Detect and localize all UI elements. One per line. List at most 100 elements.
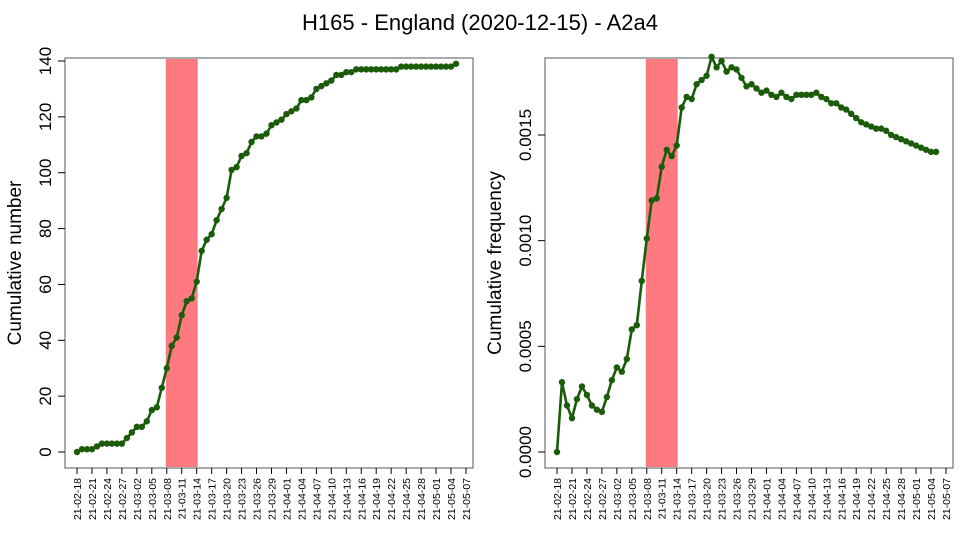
data-point bbox=[203, 236, 210, 243]
data-point bbox=[392, 66, 400, 73]
data-point bbox=[578, 383, 586, 390]
x-tick-label: 21-05-01 bbox=[431, 478, 443, 520]
data-point bbox=[298, 96, 305, 104]
data-point bbox=[293, 105, 300, 112]
data-point bbox=[377, 66, 385, 73]
data-point bbox=[452, 60, 460, 67]
x-tick-label: 21-03-02 bbox=[132, 478, 144, 520]
x-tick-label: 21-03-02 bbox=[612, 478, 624, 520]
data-point bbox=[658, 163, 665, 170]
x-tick-label: 21-03-05 bbox=[627, 478, 639, 520]
data-point bbox=[348, 68, 355, 76]
data-point bbox=[338, 71, 345, 79]
data-point bbox=[278, 116, 285, 123]
data-point bbox=[932, 148, 940, 156]
data-point bbox=[907, 140, 915, 147]
data-point bbox=[382, 66, 390, 73]
series-line bbox=[555, 55, 936, 453]
data-point bbox=[88, 446, 96, 453]
x-tick-label: 21-03-14 bbox=[192, 478, 204, 520]
x-tick-label: 21-03-26 bbox=[252, 478, 264, 520]
x-tick-label: 21-04-01 bbox=[281, 478, 293, 520]
data-point bbox=[628, 326, 636, 333]
data-point bbox=[838, 104, 845, 111]
chart-panel-1: 0 20 40 60 80 100 120 140 Cumulative number 21-02… bbox=[5, 47, 474, 520]
data-point bbox=[603, 393, 611, 401]
y-tick-label: 60 bbox=[36, 275, 55, 294]
plot-frame bbox=[64, 57, 474, 469]
x-tick-label: 21-03-14 bbox=[672, 478, 684, 520]
x-tick-label: 21-05-04 bbox=[446, 478, 458, 520]
data-point bbox=[213, 216, 220, 224]
chart-title: H165 - England (2020-12-15) - A2a4 bbox=[302, 10, 658, 35]
data-point bbox=[343, 68, 350, 76]
data-point bbox=[198, 247, 205, 255]
y-tick-label: 20 bbox=[36, 387, 55, 406]
data-point bbox=[432, 63, 440, 70]
x-tick-label: 21-05-07 bbox=[941, 478, 953, 520]
data-point bbox=[422, 63, 430, 70]
x-tick-label: 21-04-28 bbox=[416, 478, 428, 520]
y-tick-label: 0.0000 bbox=[516, 426, 535, 478]
data-point bbox=[778, 89, 785, 96]
y-axis-title: Cumulative frequency bbox=[485, 171, 506, 355]
x-tick-label: 21-03-29 bbox=[746, 478, 758, 520]
x-tick-label: 21-04-16 bbox=[836, 478, 848, 520]
data-point bbox=[753, 85, 760, 92]
x-tick-label: 21-04-01 bbox=[761, 478, 773, 520]
data-point bbox=[803, 91, 810, 99]
data-point bbox=[558, 379, 566, 386]
x-tick-label: 21-04-16 bbox=[356, 478, 368, 520]
data-point bbox=[188, 295, 195, 302]
data-point bbox=[268, 122, 275, 129]
data-point bbox=[368, 66, 375, 73]
data-point bbox=[108, 440, 116, 447]
x-tick-label: 21-03-29 bbox=[266, 478, 278, 520]
data-point bbox=[83, 446, 91, 453]
data-point bbox=[583, 391, 591, 399]
x-tick-label: 21-04-13 bbox=[821, 478, 833, 520]
y-tick-label: 0 bbox=[36, 447, 55, 456]
x-tick-label: 21-03-11 bbox=[177, 478, 189, 519]
data-point bbox=[373, 66, 380, 73]
data-point bbox=[693, 81, 700, 88]
data-point bbox=[758, 89, 765, 96]
data-point bbox=[788, 95, 795, 103]
data-point bbox=[748, 81, 755, 88]
x-tick-label: 21-04-07 bbox=[311, 478, 323, 520]
x-tick-label: 21-04-25 bbox=[401, 478, 413, 520]
data-point bbox=[93, 443, 101, 450]
data-point bbox=[648, 197, 655, 204]
data-point bbox=[563, 402, 571, 409]
data-point bbox=[743, 83, 750, 90]
data-point bbox=[78, 446, 86, 453]
data-point bbox=[683, 93, 690, 101]
data-point bbox=[243, 149, 250, 157]
data-point bbox=[882, 127, 890, 134]
data-point bbox=[783, 93, 790, 101]
x-tick-label: 21-04-10 bbox=[326, 478, 338, 520]
data-point bbox=[153, 404, 160, 411]
data-point bbox=[407, 63, 415, 70]
data-point bbox=[313, 85, 320, 93]
data-point bbox=[283, 110, 290, 118]
data-point bbox=[598, 408, 606, 416]
data-point bbox=[163, 365, 170, 372]
x-tick-label: 21-03-23 bbox=[717, 478, 729, 520]
data-point bbox=[843, 106, 850, 113]
y-tick-label: 120 bbox=[36, 103, 55, 131]
data-point bbox=[808, 91, 815, 99]
data-point bbox=[798, 91, 805, 99]
data-point bbox=[568, 414, 576, 422]
x-tick-label: 21-02-21 bbox=[87, 478, 99, 520]
data-point bbox=[447, 63, 455, 70]
data-point bbox=[773, 93, 780, 101]
data-point bbox=[303, 96, 310, 104]
data-point bbox=[857, 119, 865, 126]
x-tick-label: 21-05-01 bbox=[911, 478, 923, 520]
data-point bbox=[223, 194, 230, 202]
data-point bbox=[363, 66, 370, 73]
data-point bbox=[273, 119, 280, 126]
data-point bbox=[253, 133, 260, 140]
data-point bbox=[688, 95, 695, 103]
